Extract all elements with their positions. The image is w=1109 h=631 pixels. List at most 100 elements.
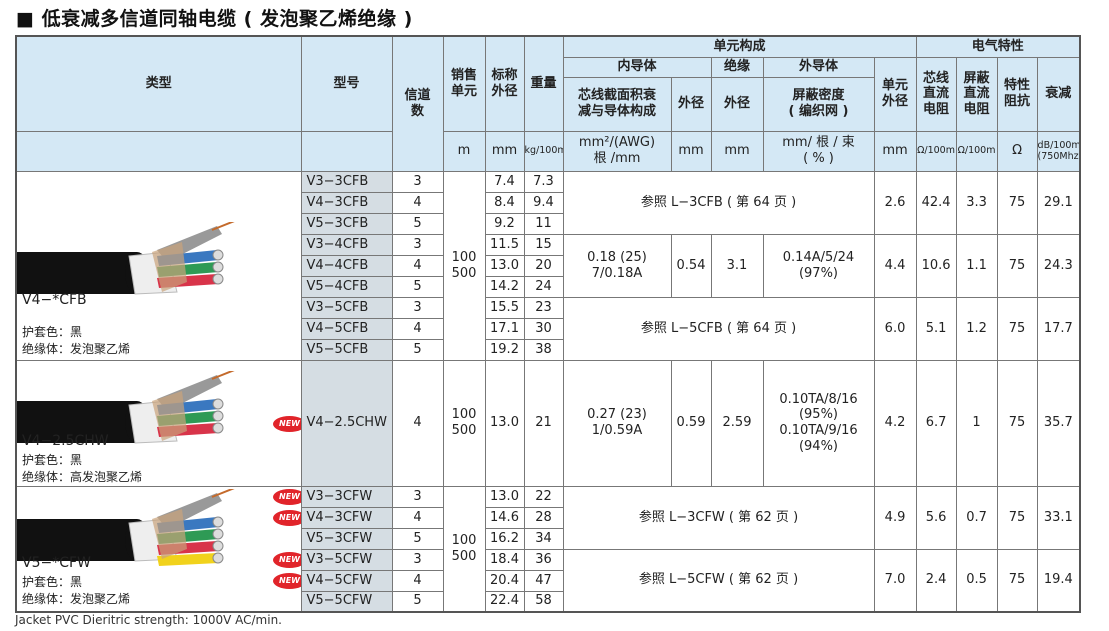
- weight: 7.3: [523, 170, 564, 193]
- header-type-unit: [15, 130, 302, 172]
- cable-type-cell: V4−2.5CHW 护套色：黑 绝缘体：高发泡聚乙烯 NEW: [15, 359, 302, 487]
- model-number: V5−5CFW: [300, 590, 393, 613]
- page-title: ■ 低衰减多信道同轴电缆 ( 发泡聚乙烯绝缘 ): [16, 8, 413, 30]
- model-number: V3−5CFW: [300, 548, 393, 571]
- channel-count: 4: [391, 359, 444, 487]
- cable-type-name: V4−2.5CHW: [22, 432, 109, 449]
- nominal-od: 14.6: [484, 506, 525, 529]
- model-number: V3−3CFW: [300, 485, 393, 508]
- table-row: V5−*CFW 护套色：黑 绝缘体：发泡聚乙烯 NEW NEW NEW NEW V3−3CFW…: [15, 485, 1081, 613]
- weight: 47: [523, 569, 564, 592]
- dc-resistance-shield: 0.5: [955, 548, 998, 613]
- table-row: V5−3CFW 5 16.2 34: [16, 527, 1080, 550]
- model-number: V5−3CFW: [300, 527, 393, 550]
- header-model-unit: [300, 130, 393, 172]
- table-row: V3−4CFB 3 11.5 15 0.18 (25) 7/0.18A 0.54 3.1 0.…: [16, 233, 1081, 298]
- model-number: V5−3CFB: [300, 212, 393, 235]
- weight: 20: [523, 254, 564, 277]
- insulator-material: 绝缘体：高发泡聚乙烯: [22, 469, 143, 484]
- unit-inner-od: mm: [670, 130, 712, 172]
- weight: 34: [523, 527, 564, 550]
- header-attenuation: 衰减: [1036, 56, 1081, 132]
- channel-count: 5: [391, 338, 444, 361]
- header-channels: 信道 数: [391, 35, 444, 172]
- table-row: V4−2.5CHW 护套色：黑 绝缘体：高发泡聚乙烯 NEW V4−2.5CHW 4 100…: [15, 359, 1081, 487]
- table-row: V4−3CFW 4 14.6 28: [16, 506, 1080, 529]
- inner-conductor-od: 0.54: [670, 233, 712, 298]
- reference-note: 参照 L−3CFB ( 第 64 页 ): [562, 170, 875, 235]
- cable-type-cell: V4−*CFB 护套色：黑 绝缘体：发泡聚乙烯: [15, 170, 302, 361]
- nominal-od: 13.0: [484, 485, 525, 508]
- nominal-od: 7.4: [484, 170, 525, 193]
- new-badge: NEW: [273, 552, 300, 568]
- dc-resistance-core: 2.4: [915, 548, 957, 613]
- header-model: 型号: [300, 35, 393, 132]
- table-row: V5−5CFB 5 19.2 38: [16, 338, 1080, 361]
- header-inner-conductor: 内导体: [562, 56, 712, 78]
- channel-count: 4: [391, 191, 444, 214]
- dc-resistance-shield: 3.3: [955, 170, 998, 235]
- channel-count: 4: [391, 317, 444, 340]
- header-inner-spec: 芯线截面积衰 减与导体构成: [562, 76, 672, 132]
- table-row: V5−4CFB 5 14.2 24: [16, 275, 1080, 298]
- unit-dc-shield: Ω/100m: [955, 130, 998, 172]
- channel-count: 5: [391, 527, 444, 550]
- impedance-value: 75: [996, 296, 1038, 361]
- dc-resistance-shield: 0.7: [955, 485, 998, 550]
- unit-od-value: 7.0: [873, 548, 917, 613]
- inner-conductor-spec: 0.27 (23) 1/0.59A: [562, 359, 672, 487]
- channel-count: 5: [391, 212, 444, 235]
- shield-density: 0.10TA/8/16 (95%) 0.10TA/9/16 (94%): [762, 359, 875, 487]
- dc-resistance-shield: 1.2: [955, 296, 998, 361]
- impedance-value: 75: [996, 170, 1038, 235]
- jacket-color: 护套色：黑: [22, 574, 83, 589]
- unit-od-value: 6.0: [873, 296, 917, 361]
- model-number: V4−2.5CHW: [300, 359, 393, 487]
- nominal-od: 16.2: [484, 527, 525, 550]
- jacket-color: 护套色：黑: [22, 324, 83, 339]
- header-ins-od: 外径: [710, 76, 764, 132]
- insulation-od: 2.59: [710, 359, 764, 487]
- header-shield-density: 屏蔽密度 ( 编织网 ): [762, 76, 875, 132]
- impedance-value: 75: [996, 485, 1038, 550]
- cable-type-box: V5−*CFW 护套色：黑 绝缘体：发泡聚乙烯 NEW NEW NEW NEW: [17, 487, 300, 611]
- dc-resistance-shield: 1.1: [955, 233, 998, 298]
- nominal-od: 13.0: [484, 359, 525, 487]
- nominal-od: 17.1: [484, 317, 525, 340]
- channel-count: 5: [391, 590, 444, 613]
- channel-count: 3: [391, 296, 444, 319]
- unit-ins-od: mm: [710, 130, 764, 172]
- weight: 38: [523, 338, 564, 361]
- attenuation-value: 29.1: [1036, 170, 1081, 235]
- cable-image: [17, 365, 247, 466]
- header-type: 类型: [15, 35, 302, 132]
- weight: 22: [523, 485, 564, 508]
- dc-resistance-core: 5.6: [915, 485, 957, 550]
- table-row: V4−*CFB 护套色：黑 绝缘体：发泡聚乙烯 V3−3CFB 3 100 500 7.4 7…: [15, 170, 1081, 361]
- unit-impedance: Ω: [996, 130, 1038, 172]
- unit-inner-spec: mm²/(AWG) 根 /mm: [562, 130, 672, 172]
- model-number: V5−4CFB: [300, 275, 393, 298]
- nominal-od: 8.4: [484, 191, 525, 214]
- reference-note: 参照 L−3CFW ( 第 62 页 ): [562, 485, 875, 550]
- nominal-od: 11.5: [484, 233, 525, 256]
- insulator-material: 绝缘体：发泡聚乙烯: [22, 591, 131, 606]
- model-number: V4−3CFW: [300, 506, 393, 529]
- channel-count: 5: [391, 275, 444, 298]
- dc-resistance-core: 6.7: [915, 359, 957, 487]
- weight: 30: [523, 317, 564, 340]
- inner-conductor-spec: 0.18 (25) 7/0.18A: [562, 233, 672, 298]
- model-number: V4−3CFB: [300, 191, 393, 214]
- insulation-od: 3.1: [710, 233, 764, 298]
- nominal-od: 14.2: [484, 275, 525, 298]
- model-number: V3−3CFB: [300, 170, 393, 193]
- reference-note: 参照 L−5CFB ( 第 64 页 ): [562, 296, 875, 361]
- unit-shield: mm/ 根 / 束 ( % ): [762, 130, 875, 172]
- header-weight: 重量: [523, 35, 564, 132]
- nominal-od: 13.0: [484, 254, 525, 277]
- attenuation-value: 19.4: [1036, 548, 1081, 613]
- cable-type-name: V5−*CFW: [22, 554, 91, 571]
- attenuation-value: 17.7: [1036, 296, 1081, 361]
- inner-conductor-od: 0.59: [670, 359, 712, 487]
- cable-type-name: V4−*CFB: [22, 291, 87, 308]
